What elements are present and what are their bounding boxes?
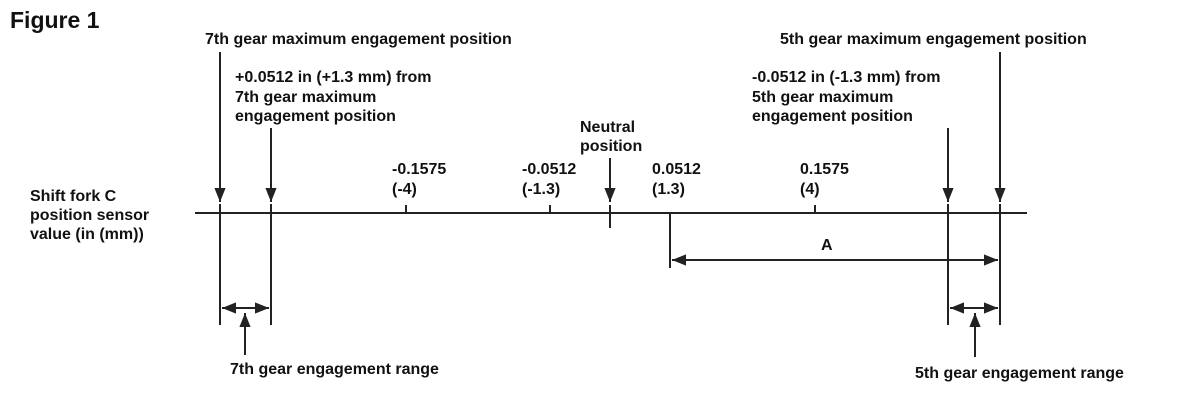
- figure-title: Figure 1: [10, 7, 100, 33]
- tick-label: (1.3): [652, 181, 685, 198]
- axis-label: value (in (mm)): [30, 226, 144, 243]
- label: 5th gear maximum engagement position: [780, 31, 1087, 48]
- tick-label: 0.0512: [652, 161, 701, 178]
- label: 7th gear maximum: [235, 89, 376, 106]
- label: 7th gear maximum engagement position: [205, 31, 512, 48]
- tick-label: 0.1575: [800, 161, 849, 178]
- axis-label: position sensor: [30, 207, 149, 224]
- tick-label: (-1.3): [522, 181, 560, 198]
- label: Neutral: [580, 119, 635, 136]
- tick-label: (4): [800, 181, 820, 198]
- label: A: [821, 237, 833, 254]
- tick-label: -0.1575: [392, 161, 446, 178]
- label: 5th gear maximum: [752, 89, 893, 106]
- label: engagement position: [235, 108, 396, 125]
- label: 7th gear engagement range: [230, 361, 439, 378]
- label: 5th gear engagement range: [915, 365, 1124, 382]
- label: position: [580, 138, 642, 155]
- tick-label: -0.0512: [522, 161, 576, 178]
- tick-label: (-4): [392, 181, 417, 198]
- label: +0.0512 in (+1.3 mm) from: [235, 69, 432, 86]
- label: engagement position: [752, 108, 913, 125]
- axis-label: Shift fork C: [30, 188, 117, 205]
- label: -0.0512 in (-1.3 mm) from: [752, 69, 941, 86]
